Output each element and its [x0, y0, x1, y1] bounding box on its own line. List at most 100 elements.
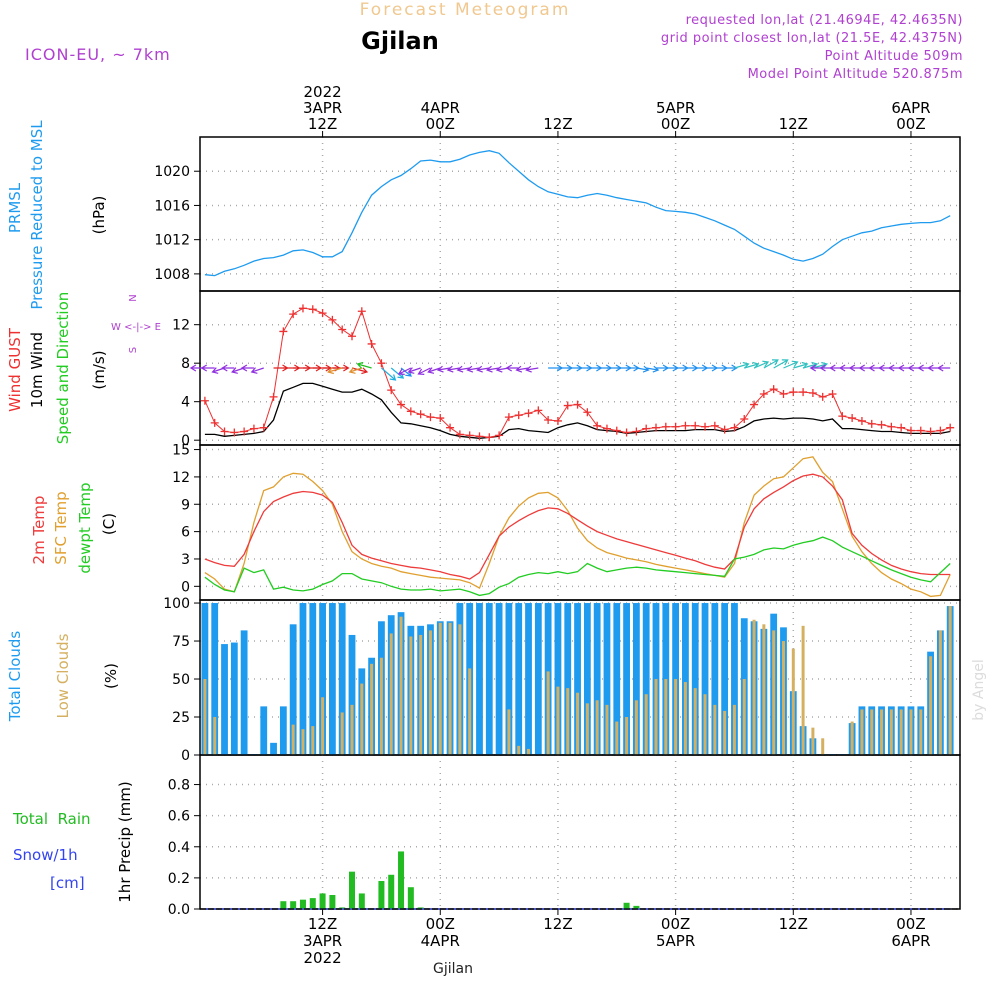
total-cloud-bar — [260, 706, 268, 755]
total-cloud-bar — [632, 603, 640, 755]
low-cloud-bar — [664, 679, 668, 755]
low-cloud-bar — [605, 704, 609, 755]
temp-ylabel-sfc: SFC Temp — [52, 491, 70, 564]
ytick-label: 25 — [172, 710, 190, 726]
wind-gust-marker — [818, 392, 827, 401]
legend-total-rain: Total Rain — [12, 810, 91, 828]
wind-gust-marker — [720, 425, 729, 434]
rain-bar — [388, 874, 395, 909]
temp-ylabel-dewpt: dewpt Temp — [76, 482, 94, 573]
ytick-label: 0.4 — [168, 840, 190, 856]
ytick-label: 3 — [181, 552, 190, 568]
chart-subtitle: Forecast Meteogram — [360, 0, 571, 20]
wind-gust-marker — [504, 413, 513, 422]
wind-panel: 0 4 8 12 — [172, 290, 961, 449]
low-cloud-bar — [350, 704, 354, 755]
total-cloud-bar — [476, 603, 483, 755]
wind-direction-arrow — [221, 364, 235, 372]
pressure-panel: 1008 1012 1016 1020 — [154, 136, 961, 292]
wind-gust-marker — [573, 400, 582, 409]
ytick-label: 0.2 — [168, 871, 190, 887]
wind-gust-marker — [475, 432, 484, 441]
rain-bar — [378, 881, 385, 909]
total-cloud-bar — [593, 603, 601, 755]
wind-gust-marker — [701, 422, 710, 431]
wind-direction-arrow — [436, 365, 451, 373]
wind-gust-marker — [769, 385, 778, 394]
bottom-time-label: 5APR — [656, 932, 695, 950]
top-time-label: 12Z — [543, 115, 572, 133]
wind-direction-arrow — [407, 367, 421, 374]
wind-direction-arrow — [250, 367, 264, 374]
top-time-label: 3APR — [303, 99, 342, 117]
total-cloud-bar — [221, 644, 228, 755]
wind-gust-line — [204, 307, 951, 438]
wind-direction-arrow — [348, 367, 362, 374]
wind-gust-marker — [867, 419, 876, 428]
low-cloud-bar — [399, 616, 403, 755]
wind-gust-marker — [730, 423, 739, 432]
watermark: by Angel — [971, 659, 987, 720]
chart-title: Gjilan — [361, 27, 439, 55]
wind-gust-marker — [936, 426, 945, 435]
wind-gust-marker — [534, 406, 543, 415]
total-cloud-bar — [623, 603, 630, 755]
rain-bar — [417, 907, 424, 909]
ytick-label: 0.0 — [168, 902, 190, 918]
wind-direction-arrow — [515, 365, 529, 373]
low-cloud-bar — [625, 717, 629, 755]
total-cloud-bar — [211, 603, 219, 755]
ytick-label: 8 — [181, 356, 190, 372]
low-cloud-bar — [723, 710, 727, 755]
wind-gust-marker — [622, 428, 631, 437]
low-cloud-bar — [448, 622, 452, 755]
temp-2m-line — [204, 473, 951, 580]
top-time-label: 00Z — [661, 115, 690, 133]
low-cloud-bar — [321, 697, 325, 755]
low-cloud-bar — [938, 630, 942, 755]
wind-gust-marker — [740, 415, 749, 424]
low-cloud-bar — [674, 679, 678, 755]
rain-bar — [319, 893, 326, 909]
low-cloud-bar — [340, 712, 344, 755]
wind-gust-marker — [759, 389, 768, 398]
wind-gust-marker — [671, 422, 680, 431]
wind-gust-marker — [514, 411, 523, 420]
wind-direction-arrow — [476, 365, 490, 373]
ytick-label: 6 — [181, 525, 190, 541]
wind-direction-arrow — [485, 365, 500, 373]
wind-direction-arrow — [327, 367, 343, 375]
wind-direction-arrow — [753, 360, 770, 369]
rain-bar — [329, 895, 336, 909]
wind-speed-line — [204, 382, 951, 439]
top-time-label: 4APR — [421, 99, 460, 117]
total-cloud-bar — [309, 603, 317, 755]
top-time-label: 00Z — [896, 115, 925, 133]
total-cloud-bar — [299, 603, 307, 755]
sfc-temp-line — [204, 456, 951, 598]
total-cloud-bar — [583, 603, 591, 755]
low-cloud-bar — [811, 727, 815, 755]
ytick-label: 100 — [163, 596, 190, 612]
low-cloud-bar — [693, 688, 697, 755]
wind-gust-marker — [544, 415, 553, 424]
model-label: ICON-EU, ~ 7km — [25, 45, 171, 64]
wind-gust-marker — [357, 307, 366, 316]
total-cloud-bar — [279, 706, 287, 755]
rain-bar — [633, 905, 640, 909]
compass-south: S — [128, 347, 139, 353]
total-cloud-bar — [603, 603, 611, 755]
wind-gust-marker — [593, 421, 602, 430]
total-cloud-bar — [554, 603, 562, 755]
wind-direction-arrow — [937, 364, 951, 372]
wind-gust-marker — [857, 416, 866, 425]
low-cloud-bar — [654, 679, 658, 755]
low-cloud-bar — [556, 686, 560, 755]
low-cloud-bar — [203, 679, 207, 755]
wind-gust-marker — [691, 421, 700, 430]
low-cloud-bar — [732, 704, 736, 755]
wind-gust-marker — [906, 426, 915, 435]
low-cloud-bar — [428, 630, 432, 755]
